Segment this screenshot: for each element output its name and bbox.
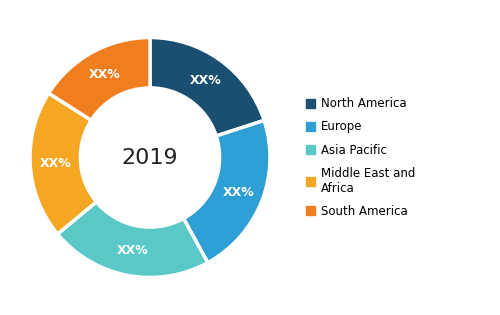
Wedge shape [48, 37, 150, 120]
Wedge shape [58, 202, 208, 278]
Wedge shape [184, 120, 270, 263]
Wedge shape [150, 37, 264, 136]
Legend: North America, Europe, Asia Pacific, Middle East and
Africa, South America: North America, Europe, Asia Pacific, Mid… [306, 97, 416, 218]
Wedge shape [30, 93, 96, 234]
Text: XX%: XX% [190, 74, 222, 87]
Text: 2019: 2019 [122, 147, 178, 168]
Text: XX%: XX% [116, 244, 148, 257]
Text: XX%: XX% [40, 157, 72, 170]
Text: XX%: XX% [222, 186, 254, 199]
Text: XX%: XX% [88, 68, 120, 81]
